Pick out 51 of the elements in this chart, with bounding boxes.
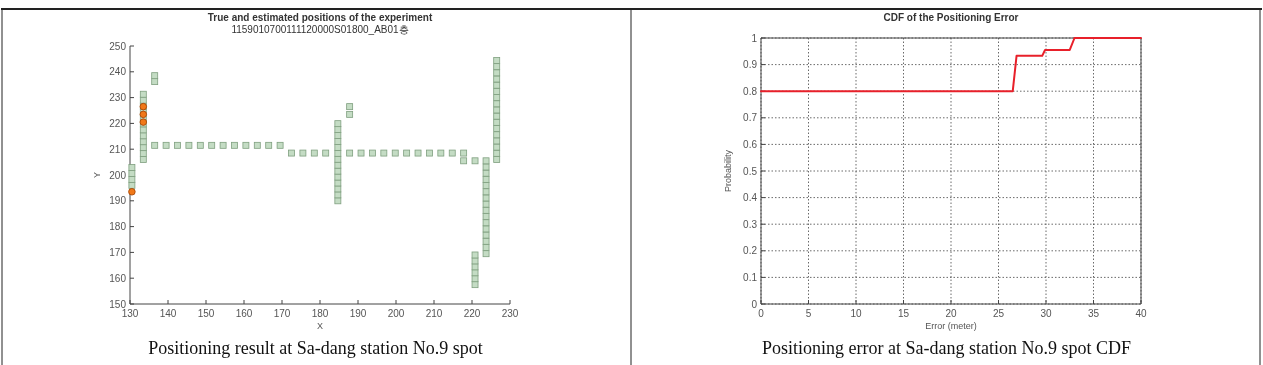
x-tick-label: 20 [945,308,957,319]
y-tick-label: 220 [109,117,127,129]
chart-title: True and estimated positions of the experiment [207,12,433,23]
text: Positioning result at Sa-dang station No.9 spot [148,338,483,358]
x-tick-label: 5 [805,308,812,319]
y-tick-label: 160 [109,272,127,284]
x-tick-label: 30 [1040,308,1052,319]
y-tick-label: 0.7 [743,112,758,124]
y-axis-title: Probability [723,149,733,193]
chart-title: CDF of the Positioning Error [883,12,1019,23]
text: Positioning error at Sa-dang station No.9 spot CDF [762,338,1131,358]
x-tick-label: 35 [1087,308,1100,319]
y-tick-label: 190 [109,195,127,207]
y-tick-label: 0.5 [743,165,758,177]
y-tick-label: 0.4 [743,192,758,204]
y-tick-label: 0.1 [743,271,758,283]
x-axis-title: X [316,321,324,331]
y-tick-label: 150 [109,298,127,310]
x-tick-label: 140 [159,308,177,319]
y-tick-label: 0.3 [743,218,758,230]
x-tick-label: 10 [850,308,862,319]
y-tick-label: 0.9 [743,59,758,71]
chart-subtitle: 1159010700111120000S01800_AB01층 [231,24,409,35]
y-tick-label: 180 [109,221,127,233]
y-tick-label: 1 [751,32,758,44]
x-tick-label: 200 [387,308,405,319]
x-tick-label: 230 [501,308,519,319]
x-tick-label: 220 [463,308,481,319]
y-tick-label: 250 [109,40,127,52]
y-tick-label: 240 [109,66,127,78]
x-tick-label: 210 [425,308,443,319]
y-tick-label: 200 [109,169,127,181]
x-tick-label: 190 [349,308,367,319]
x-tick-label: 130 [121,308,139,319]
y-tick-label: 170 [109,246,127,258]
x-tick-label: 150 [197,308,215,319]
x-axis-title: Error (meter) [925,321,977,331]
y-axis-title: Y [92,171,102,179]
y-tick-label: 0.2 [743,245,758,257]
x-tick-label: 170 [273,308,291,319]
x-tick-label: 25 [992,308,1005,319]
y-tick-label: 230 [109,92,127,104]
x-tick-label: 15 [897,308,910,319]
y-tick-label: 0.6 [743,138,758,150]
x-tick-label: 0 [758,308,765,319]
y-tick-label: 0 [751,298,758,310]
y-tick-label: 0.8 [743,85,758,97]
x-tick-label: 40 [1135,308,1147,319]
x-tick-label: 180 [311,308,329,319]
x-tick-label: 160 [235,308,253,319]
y-tick-label: 210 [109,143,127,155]
